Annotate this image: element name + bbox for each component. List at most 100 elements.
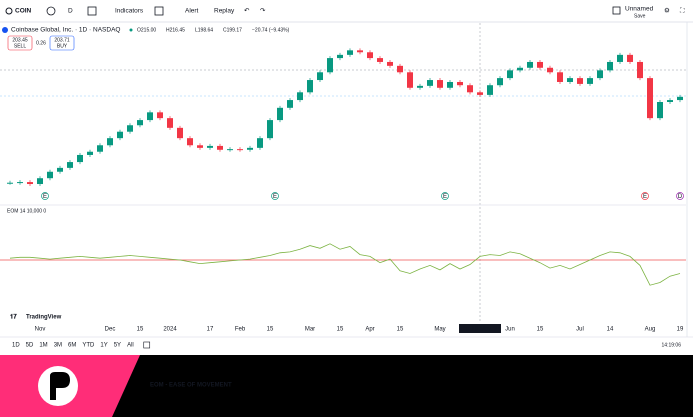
candle-body: [357, 50, 363, 53]
candle-body: [587, 78, 593, 84]
candle-body: [657, 102, 663, 119]
candle-body: [257, 138, 263, 148]
event-marker[interactable]: [271, 192, 279, 200]
candle-body: [267, 120, 273, 139]
candle-body: [367, 52, 373, 59]
candle-body: [547, 67, 553, 73]
candle-body: [327, 58, 333, 73]
add-symbol[interactable]: [46, 6, 56, 16]
candle-body: [167, 118, 173, 128]
candle-body: [427, 80, 433, 86]
event-marker-label: E: [273, 194, 277, 200]
candle-body: [607, 61, 613, 71]
save-button[interactable]: Save: [634, 13, 646, 19]
range-tab[interactable]: 5D: [26, 343, 34, 349]
candle-body: [437, 80, 443, 88]
candle-body: [37, 178, 43, 185]
candle-body: [377, 58, 383, 62]
ohlc-close: C199.17: [223, 27, 242, 33]
ohlc-change: −20.74 (−9.43%): [252, 27, 290, 33]
event-marker-label: E: [443, 194, 447, 200]
candle-body: [647, 78, 653, 119]
candle-body: [97, 145, 103, 152]
redo[interactable]: ↷: [260, 8, 266, 15]
candle-body: [407, 72, 413, 88]
x-tick-label: 15: [137, 327, 144, 333]
undo[interactable]: ↶: [244, 8, 250, 15]
candle-body: [497, 78, 503, 86]
range-tab[interactable]: All: [127, 343, 134, 349]
banner-title: EOM - EASE OF MOVEMENT: [150, 383, 232, 389]
candle-body: [677, 96, 683, 101]
x-tick-label: Nov: [35, 327, 46, 333]
range-tab[interactable]: YTD: [82, 343, 95, 349]
x-tick-label: Aug: [645, 327, 656, 333]
x-tick-label: Mar: [305, 327, 315, 333]
range-tab[interactable]: 6M: [68, 343, 76, 349]
event-marker[interactable]: [41, 192, 49, 200]
replay-button[interactable]: Replay: [214, 8, 235, 15]
candle-body: [337, 54, 343, 59]
symbol[interactable]: COIN: [15, 8, 32, 15]
search-icon: [5, 7, 13, 15]
range-tab[interactable]: 1M: [39, 343, 47, 349]
candle-body: [127, 125, 133, 132]
candle-body: [347, 50, 353, 55]
candle-body: [287, 100, 293, 108]
event-marker[interactable]: [676, 192, 684, 200]
interval[interactable]: D: [68, 8, 73, 15]
x-tick-label: Feb: [235, 327, 246, 333]
market-status: [129, 28, 133, 32]
event-marker-label: E: [43, 194, 47, 200]
candle-body: [197, 145, 203, 148]
candle-body: [397, 65, 403, 73]
range-tab[interactable]: 5Y: [114, 343, 121, 349]
candle-body: [147, 112, 153, 121]
candle-body: [117, 131, 123, 139]
candle-body: [227, 149, 233, 151]
candle-body: [537, 61, 543, 68]
chart-type-icon[interactable]: [87, 6, 97, 16]
indicators-button[interactable]: Indicators: [115, 8, 144, 15]
sell-button[interactable]: [7, 35, 33, 51]
range-tab[interactable]: 1Y: [100, 343, 107, 349]
candle-body: [77, 154, 83, 163]
settings-icon[interactable]: ⚙: [664, 7, 670, 15]
x-tick-label: Jun: [505, 327, 515, 333]
layout-icon[interactable]: [612, 6, 621, 15]
ohlc-open: O215.00: [137, 27, 156, 33]
candle-body: [17, 182, 23, 184]
candle-body: [57, 167, 63, 172]
alert-button[interactable]: Alert: [185, 8, 199, 15]
date-range-icon[interactable]: [143, 341, 151, 349]
candle-body: [597, 70, 603, 79]
x-tick-label: 15: [537, 327, 544, 333]
buy-price: 203.71: [54, 37, 70, 43]
candle-body: [477, 92, 483, 95]
chart-title: Coinbase Global, Inc. · 1D · NASDAQ: [11, 27, 120, 34]
range-tab[interactable]: 1D: [12, 343, 20, 349]
layout-name[interactable]: Unnamed: [625, 6, 654, 13]
event-marker[interactable]: [641, 192, 649, 200]
candle-body: [417, 85, 423, 88]
event-marker[interactable]: [441, 192, 449, 200]
candle-body: [207, 145, 213, 148]
x-tick-label: 15: [397, 327, 404, 333]
candle-body: [577, 78, 583, 84]
candle-body: [47, 171, 53, 179]
range-tab[interactable]: 3M: [54, 343, 62, 349]
buy-button[interactable]: [49, 35, 75, 51]
fullscreen-icon[interactable]: ⛶: [680, 8, 685, 15]
sell-label: SELL: [14, 43, 26, 49]
candle-body: [277, 107, 283, 121]
candle-body: [7, 182, 13, 184]
candle-body: [527, 61, 533, 68]
x-tick-label: Apr: [365, 327, 374, 333]
candle-body: [307, 80, 313, 93]
indicator-title: EOM 14 10,000 0: [7, 208, 46, 214]
toolbar: [0, 0, 693, 22]
x-tick-label: May: [434, 327, 445, 333]
templates-icon[interactable]: [154, 6, 164, 16]
candle-body: [467, 85, 473, 93]
